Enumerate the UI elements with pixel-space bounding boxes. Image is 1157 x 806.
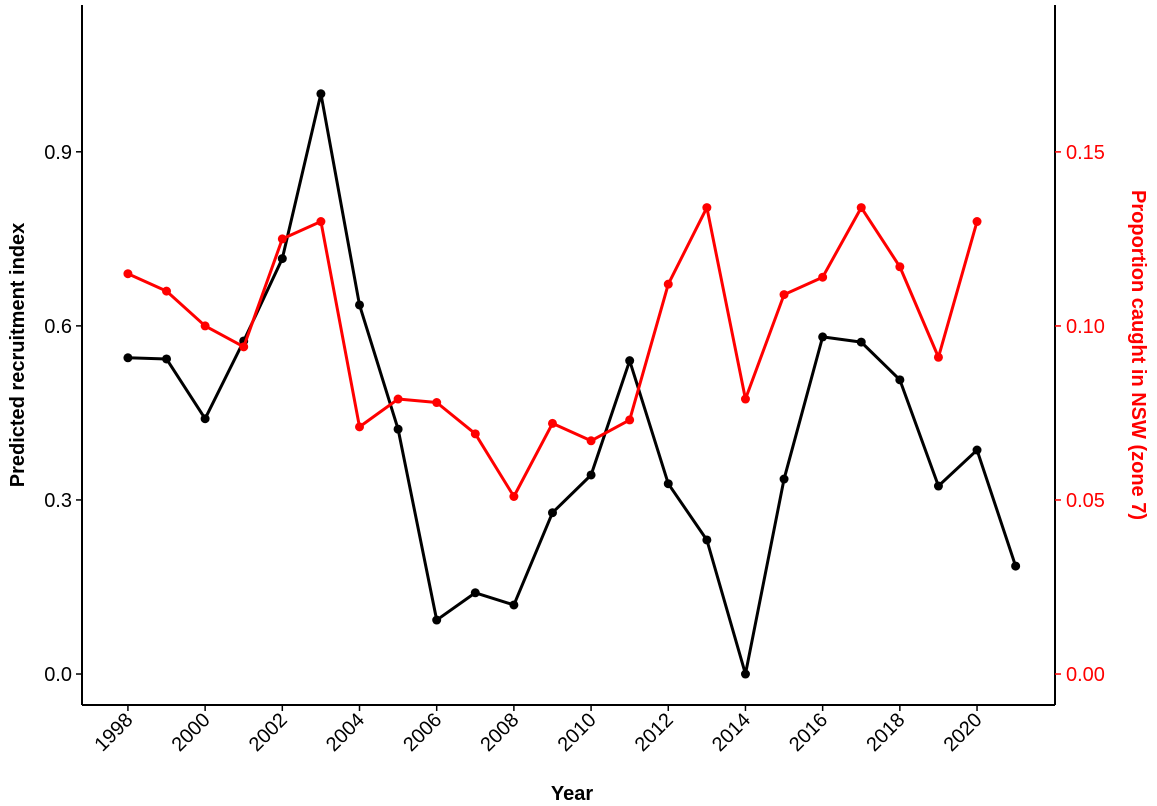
- data-point: [856, 203, 866, 213]
- data-point: [547, 418, 557, 428]
- data-point: [432, 398, 442, 408]
- data-point: [316, 89, 326, 99]
- data-point: [316, 217, 326, 227]
- data-point: [625, 356, 635, 366]
- data-point: [509, 600, 519, 610]
- data-point: [355, 422, 365, 432]
- data-point: [702, 203, 712, 213]
- y-tick-label: 0.6: [44, 316, 72, 338]
- y-axis-title: Predicted recruitment index: [7, 223, 29, 488]
- data-point: [277, 254, 287, 264]
- data-point: [1011, 561, 1021, 571]
- data-point: [355, 300, 365, 310]
- x-tick-label: 2000: [168, 709, 215, 756]
- data-point: [200, 321, 210, 331]
- data-point: [586, 436, 596, 446]
- data-point: [895, 375, 905, 385]
- data-point: [818, 332, 828, 342]
- data-point: [663, 279, 673, 289]
- y2-axis-title: Proportion caught in NSW (zone 7): [1127, 190, 1149, 520]
- x-tick-label: 2004: [322, 709, 369, 756]
- data-point: [393, 394, 403, 404]
- data-point: [779, 290, 789, 300]
- data-point: [933, 481, 943, 491]
- data-point: [162, 354, 172, 364]
- series-line: [127, 92, 1018, 676]
- data-point: [933, 352, 943, 362]
- x-tick-label: 2014: [708, 709, 755, 756]
- y2-tick-label: 0.10: [1066, 316, 1105, 338]
- x-tick-label: 2010: [554, 709, 601, 756]
- data-point: [740, 669, 750, 679]
- y-tick-label: 0.0: [44, 664, 72, 686]
- data-point: [779, 474, 789, 484]
- data-point: [663, 479, 673, 489]
- data-point: [895, 262, 905, 272]
- y-tick-label: 0.3: [44, 490, 72, 512]
- data-point: [972, 445, 982, 455]
- y-tick-label: 0.9: [44, 142, 72, 164]
- x-axis-title: Year: [551, 783, 593, 805]
- y2-tick-label: 0.15: [1066, 142, 1105, 164]
- data-point: [393, 424, 403, 434]
- data-point: [200, 414, 210, 424]
- data-point: [509, 491, 519, 501]
- x-tick-label: 2008: [476, 709, 523, 756]
- data-point: [586, 470, 596, 480]
- data-point: [123, 353, 133, 363]
- data-point: [123, 269, 133, 279]
- data-point: [740, 394, 750, 404]
- data-point: [239, 342, 249, 352]
- data-point: [818, 272, 828, 282]
- x-tick-label: 2002: [245, 709, 292, 756]
- data-point: [162, 286, 172, 296]
- y2-tick-label: 0.00: [1066, 664, 1105, 686]
- data-point: [972, 217, 982, 227]
- data-point: [277, 234, 287, 244]
- data-point: [625, 415, 635, 425]
- y2-tick-label: 0.05: [1066, 490, 1105, 512]
- data-point: [547, 508, 557, 518]
- x-tick-label: 2012: [631, 709, 678, 756]
- data-point: [470, 588, 480, 598]
- data-point: [470, 429, 480, 439]
- x-tick-label: 2006: [399, 709, 446, 756]
- data-point: [702, 535, 712, 545]
- data-point: [432, 615, 442, 625]
- x-tick-label: 2018: [862, 709, 909, 756]
- series-line: [127, 206, 979, 498]
- x-tick-label: 2016: [785, 709, 832, 756]
- x-tick-label: 2020: [940, 709, 987, 756]
- x-tick-label: 1998: [90, 709, 137, 756]
- data-point: [856, 337, 866, 347]
